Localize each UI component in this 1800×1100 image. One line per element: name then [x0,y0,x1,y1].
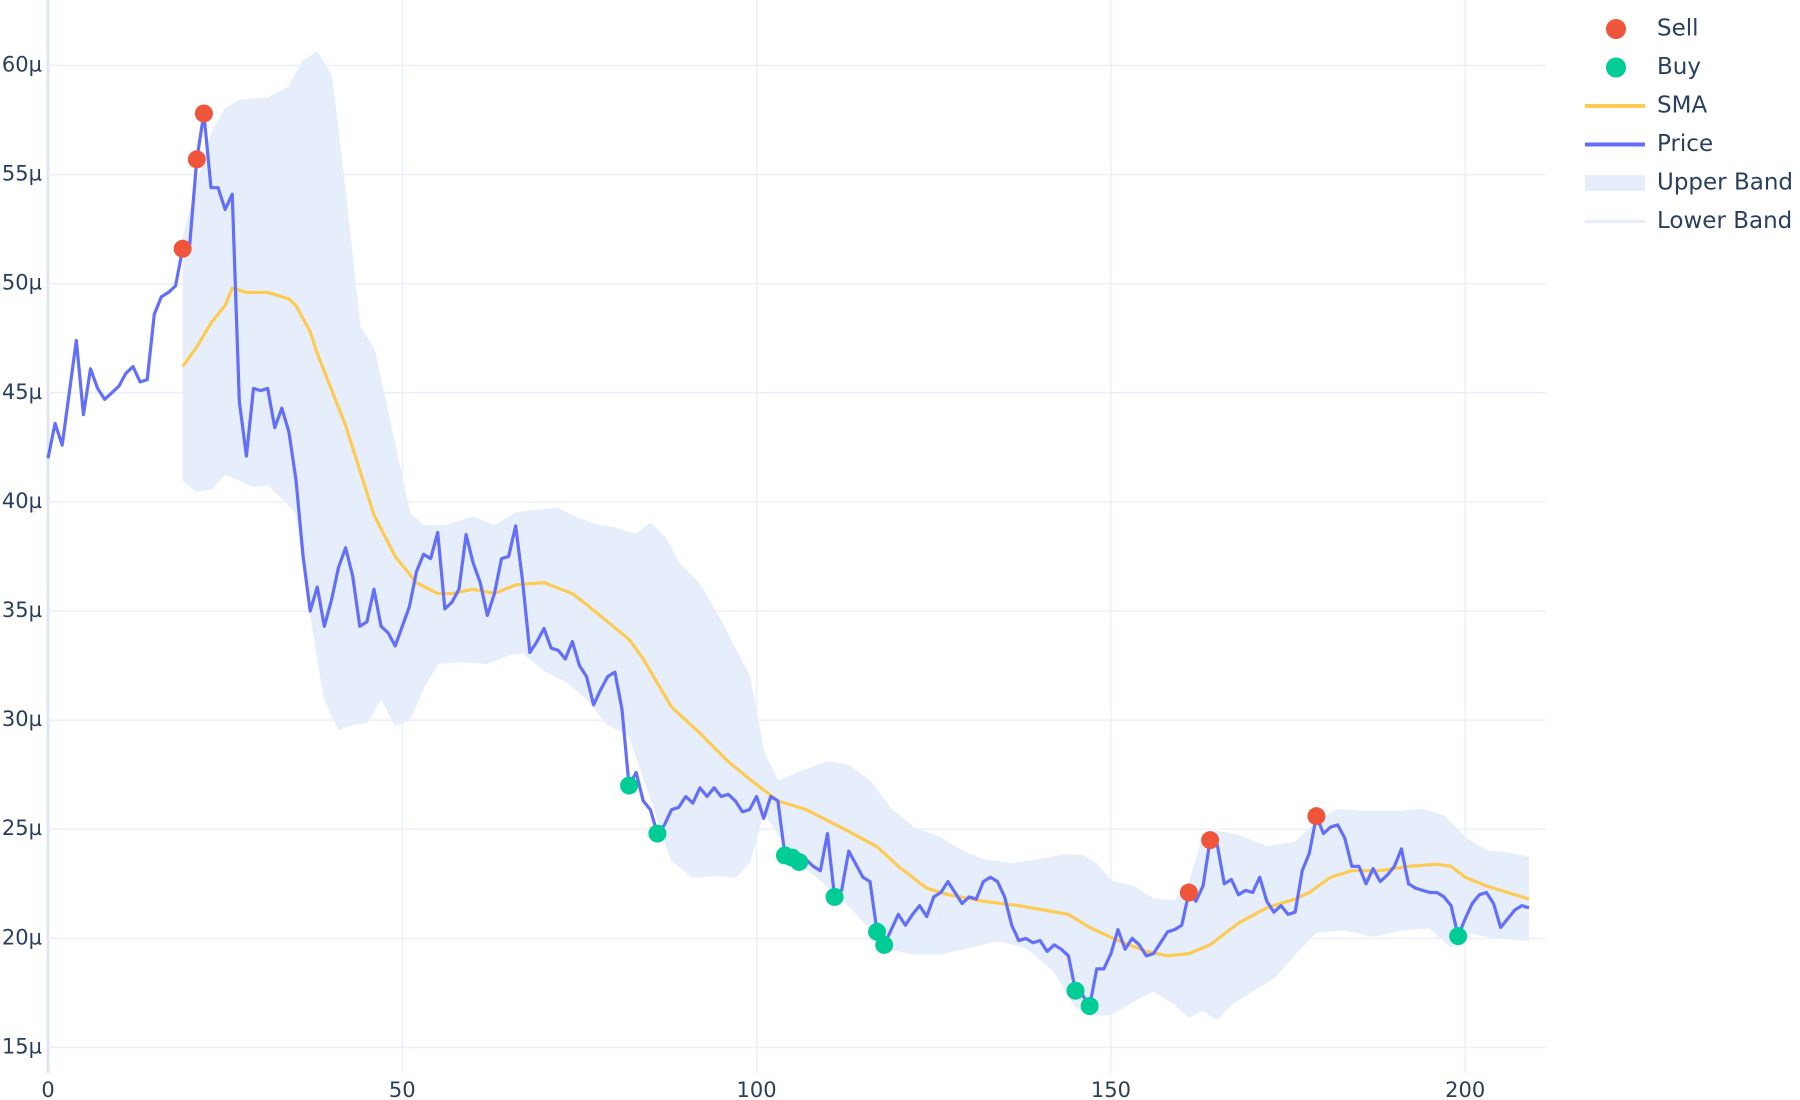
marker [1449,927,1468,946]
legend-label[interactable]: Upper Band [1657,170,1793,196]
marker [790,852,809,871]
y-tick-label: 35µ [2,598,42,622]
marker [194,104,213,123]
legend-label[interactable]: Sell [1657,16,1699,42]
y-tick-label: 25µ [2,816,42,840]
marker [1307,807,1326,826]
band-fill [182,52,1529,1020]
x-tick-label: 100 [737,1078,777,1100]
legend-label[interactable]: Price [1657,131,1713,157]
y-tick-label: 15µ [2,1034,42,1058]
x-tick-label: 0 [41,1078,54,1100]
legend-label[interactable]: SMA [1657,93,1707,119]
y-tick-label: 50µ [2,271,42,295]
marker [187,150,206,169]
y-tick-label: 30µ [2,707,42,731]
marker [1066,981,1085,1000]
marker [173,239,192,258]
x-tick-label: 150 [1091,1078,1131,1100]
series-line [182,472,1530,1020]
marker [1179,883,1198,902]
x-tick-label: 50 [389,1078,416,1100]
marker [875,935,894,954]
marker [1080,997,1099,1016]
y-tick-label: 20µ [2,925,42,949]
legend-symbol [1606,19,1626,39]
y-tick-label: 60µ [2,52,42,76]
legend-symbol [1606,57,1626,78]
marker [620,776,639,795]
legend-label[interactable]: Lower Band [1657,208,1792,234]
legend: Sell Buy SMA Price Upper Band Lower Band [1585,16,1793,234]
marker [825,887,844,906]
marker [1201,831,1220,850]
y-tick-label: 40µ [2,489,42,513]
marker [648,824,667,843]
series-line [181,51,1530,903]
legend-label[interactable]: Buy [1657,54,1701,80]
legend-symbol [1585,175,1645,191]
y-tick-label: 55µ [2,162,42,186]
x-tick-label: 200 [1445,1078,1485,1100]
y-tick-label: 45µ [2,380,42,404]
